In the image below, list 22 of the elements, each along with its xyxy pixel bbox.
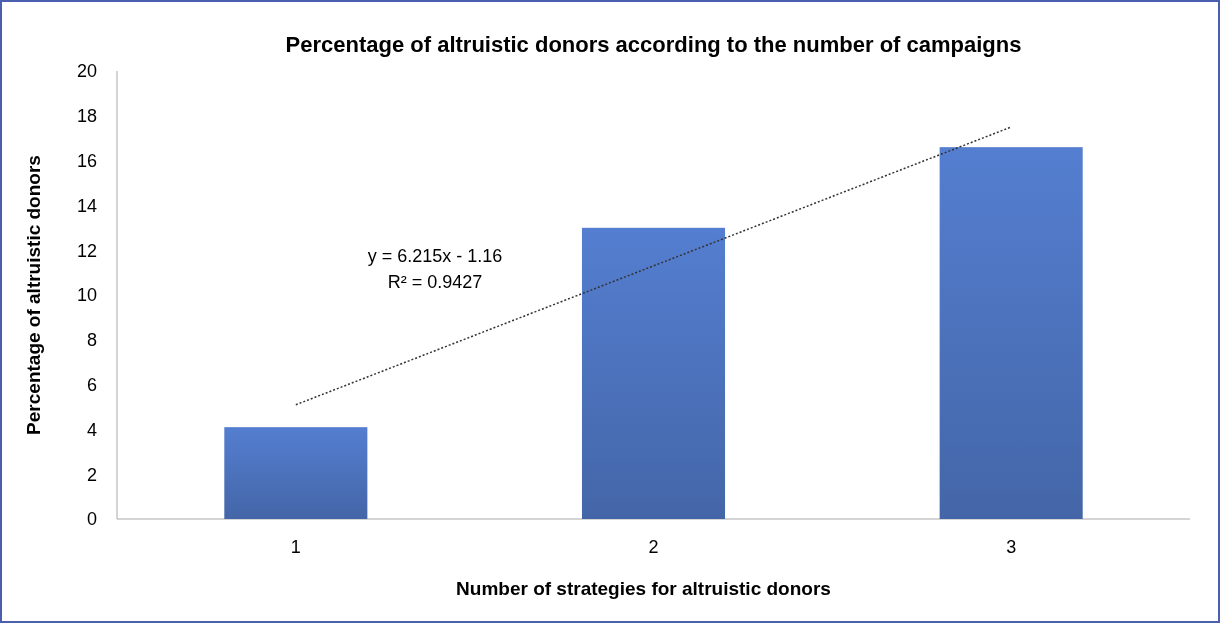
y-tick-label: 2 xyxy=(86,464,97,485)
chart-title: Percentage of altruistic donors according to the number of campaigns xyxy=(285,32,1022,57)
bar xyxy=(224,427,368,519)
x-axis-title: Number of strategies for altruistic donors xyxy=(456,578,831,599)
annotation: R² = 0.9427 xyxy=(387,272,483,292)
x-tick-label: 1 xyxy=(290,537,301,557)
y-tick-label: 18 xyxy=(76,106,97,127)
y-tick-label: 16 xyxy=(76,150,97,171)
y-tick-label: 14 xyxy=(76,195,97,216)
bar xyxy=(939,147,1083,519)
y-tick-label: 6 xyxy=(86,374,97,395)
y-tick-label: 20 xyxy=(76,61,97,82)
bar xyxy=(581,227,726,519)
annotation: y = 6.215x - 1.16 xyxy=(367,246,503,266)
x-tick-label: 3 xyxy=(1006,537,1017,557)
y-tick-label: 10 xyxy=(76,285,97,306)
y-tick-label: 12 xyxy=(76,240,97,261)
y-tick-label: 8 xyxy=(86,330,97,351)
y-tick-label: 0 xyxy=(86,509,97,530)
x-tick-label: 2 xyxy=(648,537,659,557)
y-axis-title: Percentage of altruistic donors xyxy=(23,155,44,435)
y-tick-label: 4 xyxy=(86,419,97,440)
